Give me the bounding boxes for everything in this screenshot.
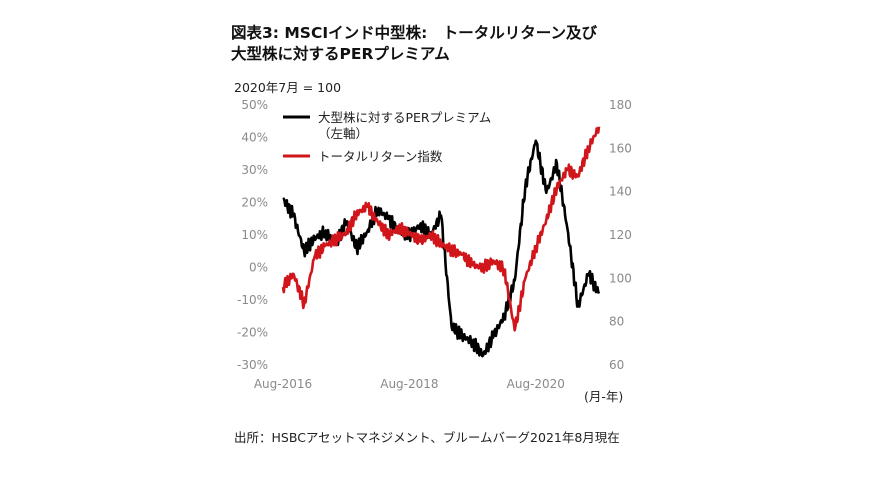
- chart-title-line1: 図表3: MSCIインド中型株: トータルリターン及び: [231, 23, 598, 42]
- y-axis-left: 50% 40% 30% 20% 10% 0% -10% -20% -30%: [237, 98, 268, 372]
- y-left-tick-label: 30%: [241, 163, 268, 177]
- y-right-tick-label: 140: [609, 185, 632, 199]
- y-left-tick-label: 50%: [241, 98, 268, 112]
- series-line-premium: [282, 139, 601, 358]
- source-note: 出所：HSBCアセットマネジメント、ブルームバーグ2021年8月現在: [234, 430, 620, 445]
- legend-label-total-return: トータルリターン指数: [318, 149, 443, 164]
- y-right-tick-label: 120: [609, 228, 632, 242]
- y-left-tick-label: -20%: [237, 326, 268, 340]
- x-axis: Aug-2016 Aug-2018 Aug-2020: [254, 377, 565, 391]
- legend-label-premium-axis: （左軸）: [318, 126, 368, 141]
- y-left-tick-label: -30%: [237, 358, 268, 372]
- x-tick-label: Aug-2018: [380, 377, 438, 391]
- y-right-tick-label: 80: [609, 315, 624, 329]
- y-right-tick-label: 60: [609, 358, 624, 372]
- y-axis-right: 180 160 140 120 100 80 60: [609, 98, 632, 372]
- y-left-tick-label: 0%: [249, 261, 268, 275]
- y-left-tick-label: 20%: [241, 196, 268, 210]
- y-left-tick-label: 10%: [241, 228, 268, 242]
- y-left-tick-label: 40%: [241, 131, 268, 145]
- x-axis-unit: (月-年): [584, 389, 623, 404]
- y-right-tick-label: 100: [609, 271, 632, 285]
- y-right-tick-label: 180: [609, 98, 632, 112]
- chart-title-line2: 大型株に対するPERプレミアム: [231, 44, 450, 63]
- x-tick-label: Aug-2020: [507, 377, 565, 391]
- y-left-tick-label: -10%: [237, 293, 268, 307]
- series-line-total-return: [281, 126, 601, 332]
- y-right-tick-label: 160: [609, 141, 632, 155]
- base-note: 2020年7月 = 100: [234, 80, 341, 95]
- series-layer: [281, 126, 601, 358]
- legend-label-premium: 大型株に対するPERプレミアム: [318, 110, 491, 125]
- legend: 大型株に対するPERプレミアム （左軸） トータルリターン指数: [283, 110, 491, 164]
- x-tick-label: Aug-2016: [254, 377, 312, 391]
